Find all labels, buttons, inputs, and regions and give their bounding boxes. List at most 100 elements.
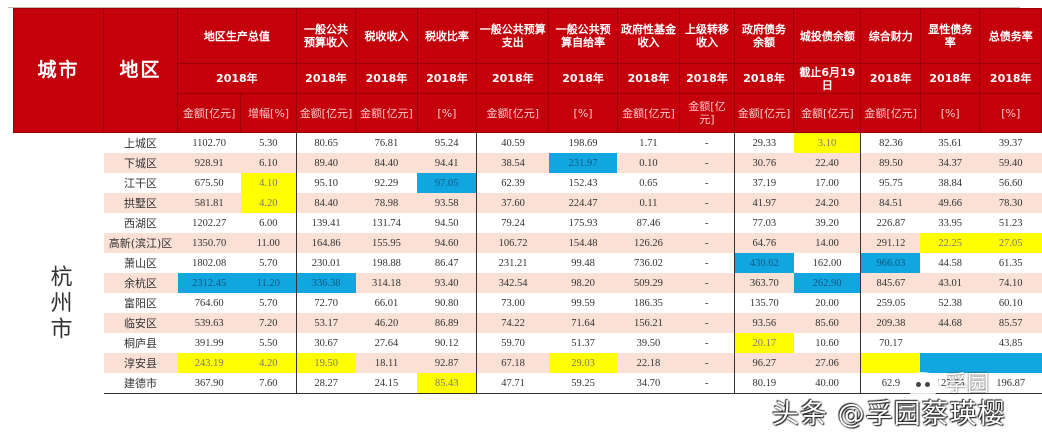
table-row: 下城区 928.91 6.10 89.40 84.40 94.41 38.54 231.97 0… [14, 153, 1042, 173]
table-cell: 59.25 [548, 373, 618, 394]
table-cell: 209.38 [860, 313, 921, 333]
table-cell: 66.01 [374, 297, 399, 309]
table-cell: 17.00 [815, 177, 839, 189]
table-row: 萧山区 1802.08 5.70 230.01 198.88 86.47 231.21 99.… [14, 253, 1042, 273]
table-cell: 1202.27 [192, 217, 227, 229]
table-cell: 314.18 [355, 273, 418, 293]
table-cell: 35.61 [938, 137, 963, 149]
table-cell: 391.99 [194, 337, 224, 349]
header-gdp: 地区生产总值 [177, 8, 297, 64]
table-cell: 928.91 [177, 153, 241, 173]
region-name: 上城区 [124, 137, 157, 150]
table-cell: 11.20 [240, 273, 297, 293]
table-cell: 164.86 [295, 233, 356, 253]
table-cell: 44.58 [938, 257, 963, 269]
table-cell: 5.70 [259, 257, 278, 269]
table-cell: 71.64 [548, 313, 618, 333]
year: 2018年 [355, 63, 418, 94]
table-cell: 98.20 [548, 273, 618, 293]
table-cell: 6.00 [259, 217, 278, 229]
table-cell: 231.21 [476, 253, 549, 273]
table-cell: 86.47 [434, 257, 459, 269]
table-cell: 22.25 [920, 233, 980, 253]
table-cell: 38.84 [938, 177, 963, 189]
table-cell: 89.40 [295, 153, 356, 173]
table-cell: 152.43 [568, 177, 598, 189]
table-cell: 162.00 [812, 257, 842, 269]
table-cell: - [704, 337, 709, 349]
table-cell: - [704, 177, 709, 189]
table-cell: 99.48 [571, 257, 595, 269]
table-cell: 60.10 [998, 297, 1023, 309]
table-cell: 845.67 [860, 273, 921, 293]
header-city: 城市 [13, 8, 104, 133]
table-cell: 62.39 [476, 173, 549, 193]
table-cell: - [704, 217, 709, 229]
table-cell: 74.22 [476, 313, 549, 333]
table-cell: - [704, 137, 709, 149]
table-cell: 4.10 [240, 173, 297, 193]
header-total-debt-ratio: 总债务率 [979, 8, 1042, 64]
watermark-logo-icon [906, 372, 940, 398]
table-cell: 363.70 [733, 273, 794, 293]
table-row: 余杭区 2312.45 11.20 336.38 314.18 93.40 342.54 98… [14, 273, 1042, 293]
table-cell: - [679, 193, 735, 213]
region-name: 临安区 [103, 313, 178, 333]
unit: [%] [979, 93, 1042, 133]
unit: 金额[亿元] [733, 93, 795, 133]
table-cell: 226.87 [860, 213, 921, 233]
table-cell: 84.40 [355, 153, 418, 173]
fiscal-data-table: 城市 地区 地区生产总值 一般公共预算收入 税收收入 税收比率 一般公共预算支出… [13, 8, 1042, 394]
table-cell: 90.80 [434, 297, 459, 309]
table-cell: 20.00 [815, 297, 839, 309]
table-cell: 52.38 [938, 297, 963, 309]
table-cell: 156.21 [617, 313, 680, 333]
unit: [%] [919, 93, 981, 133]
table-cell: 97.05 [417, 173, 477, 193]
table-cell: 40.59 [476, 132, 549, 153]
region-name: 西湖区 [124, 217, 157, 230]
table-row: 临安区 539.63 7.20 53.17 46.20 86.89 74.22 71.64 15… [14, 313, 1042, 333]
table-row: 西湖区 1202.27 6.00 139.41 131.74 94.50 79.24 175.… [14, 213, 1042, 233]
header-tax-revenue: 税收收入 [355, 8, 418, 64]
table-cell: 46.20 [355, 313, 418, 333]
table-cell: 430.62 [733, 253, 794, 273]
table-cell: 84.51 [860, 193, 921, 213]
table-cell: 39.50 [636, 337, 661, 349]
table-cell: 94.50 [434, 217, 459, 229]
year: 2018年 [679, 63, 735, 94]
table-cell: - [679, 233, 735, 253]
table-cell: 336.38 [295, 273, 356, 293]
table-cell: 539.63 [177, 313, 241, 333]
table-cell: 10.60 [815, 337, 839, 349]
table-cell: 64.76 [733, 233, 794, 253]
table-cell: 2312.45 [177, 273, 241, 293]
table-cell: 87.46 [636, 217, 661, 229]
year: 2018年 [919, 63, 981, 94]
table-cell: 7.60 [240, 373, 297, 394]
table-cell: 33.95 [938, 217, 963, 229]
table-cell: 5.50 [259, 337, 278, 349]
table-cell: 41.97 [733, 193, 794, 213]
table-cell: 186.35 [634, 297, 663, 309]
table-cell: 73.00 [476, 293, 549, 313]
year: 2018年 [733, 63, 795, 94]
table-row: 拱墅区 581.81 4.20 84.40 78.98 93.58 37.60 224.47 0… [14, 193, 1042, 213]
table-cell: 28.27 [295, 373, 356, 394]
table-cell: 94.41 [417, 153, 477, 173]
table-cell: 11.00 [240, 233, 297, 253]
unit: 金额[亿元] [295, 93, 357, 133]
unit: 金额[亿元] [176, 93, 242, 133]
table-cell: 93.56 [733, 313, 794, 333]
header-self-sufficiency: 一般公共预算自给率 [548, 8, 618, 64]
top-rule [8, 7, 1020, 8]
year: 2018年 [295, 63, 357, 94]
table-row: 高新(滨江)区 1350.70 11.00 164.86 155.95 94.60 106.… [14, 233, 1042, 253]
table-cell: 72.70 [295, 293, 356, 313]
table-cell: 78.30 [979, 193, 1042, 213]
city-name: 杭州市 [13, 132, 104, 394]
table-cell: 95.75 [860, 173, 921, 193]
header-fiscal-capacity: 综合财力 [860, 8, 921, 64]
table-row: 建德市 367.90 7.60 28.27 24.15 85.43 47.71 59.25 34… [14, 373, 1042, 394]
table-row: 江干区 675.50 4.10 95.10 92.29 97.05 62.39 152.43 0… [14, 173, 1042, 193]
